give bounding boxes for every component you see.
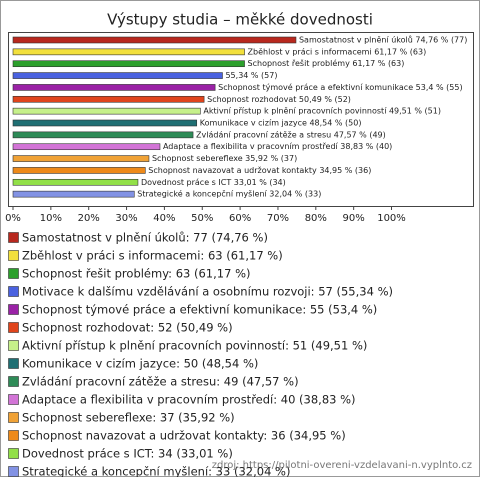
bar-label: Samostatnost v plnění úkolů 74,76 % (77) xyxy=(299,35,467,45)
bar-label: Schopnost navazovat a udržovat kontakty … xyxy=(148,166,371,175)
bar-label: Aktivní přístup k plnění pracovních povi… xyxy=(203,107,441,116)
legend-label: Strategické a koncepční myšlení: 33 (32,… xyxy=(22,465,290,477)
bar-label: Zběhlost v práci s informacemi 61,17 % (… xyxy=(248,47,427,56)
legend-swatch xyxy=(8,466,19,477)
legend-swatch xyxy=(8,412,19,423)
legend-swatch xyxy=(8,250,19,261)
legend-label: Zvládání pracovní zátěže a stresu: 49 (4… xyxy=(22,375,299,389)
bar-label: Schopnost řešit problémy 61,17 % (63) xyxy=(248,58,405,68)
bar xyxy=(12,178,139,186)
legend-label: Schopnost týmové práce a efektivní komun… xyxy=(22,303,377,317)
bar xyxy=(12,36,297,44)
legend-swatch xyxy=(8,304,19,315)
legend-swatch xyxy=(8,268,19,279)
x-tick-label: 10% xyxy=(40,213,62,224)
chart-title: Výstupy studia – měkké dovednosti xyxy=(107,11,373,29)
legend-label: Zběhlost v práci s informacemi: 63 (61,1… xyxy=(22,249,283,263)
bar xyxy=(12,167,146,174)
legend-label: Schopnost rozhodovat: 52 (50,49 %) xyxy=(22,321,233,335)
bar-label: Zvládání pracovní zátěže a stresu 47,57 … xyxy=(196,130,386,139)
x-tick-label: 40% xyxy=(153,213,175,224)
bar xyxy=(12,95,205,103)
legend-label: Samostatnost v plnění úkolů: 77 (74,76 %… xyxy=(22,231,268,245)
bar xyxy=(12,84,216,91)
x-tick-label: 90% xyxy=(343,213,365,224)
legend-label: Komunikace v cizím jazyce: 50 (48,54 %) xyxy=(22,357,258,371)
bar-label: Komunikace v cizím jazyce 48,54 % (50) xyxy=(200,119,362,128)
x-tick-label: 0% xyxy=(5,213,21,224)
bar-label: Schopnost týmové práce a efektivní komun… xyxy=(218,82,462,92)
bar-label: Schopnost sebereflexe 35,92 % (37) xyxy=(152,154,297,163)
legend-label: Aktivní přístup k plnění pracovních povi… xyxy=(22,339,367,353)
x-tick-label: 70% xyxy=(267,213,289,224)
bar xyxy=(12,48,245,56)
bar xyxy=(12,60,245,68)
x-tick-label: 80% xyxy=(305,213,327,224)
legend-label: Schopnost navazovat a udržovat kontakty:… xyxy=(22,429,346,443)
bar-label: Adaptace a flexibilita v pracovním prost… xyxy=(163,142,392,151)
legend-swatch xyxy=(8,430,19,441)
legend-swatch xyxy=(8,232,19,243)
x-tick-label: 100% xyxy=(377,213,406,224)
x-tick-label: 50% xyxy=(191,213,213,224)
legend-swatch xyxy=(8,286,19,297)
legend-label: Schopnost sebereflexe: 37 (35,92 %) xyxy=(22,411,235,425)
bar-label: 55,34 % (57) xyxy=(225,71,277,80)
bar xyxy=(12,143,161,151)
x-tick-label: 60% xyxy=(229,213,251,224)
bar xyxy=(12,107,201,115)
legend-label: Schopnost řešit problémy: 63 (61,17 %) xyxy=(22,267,250,281)
legend-swatch xyxy=(8,340,19,351)
bar xyxy=(12,131,194,139)
bar xyxy=(12,72,223,79)
legend-swatch xyxy=(8,358,19,369)
bar-label: Strategické a koncepční myšlení 32,04 % … xyxy=(137,189,321,199)
bar xyxy=(12,119,198,127)
bar xyxy=(12,155,150,162)
legend-label: Adaptace a flexibilita v pracovním prost… xyxy=(22,393,356,407)
x-tick-label: 30% xyxy=(115,213,137,224)
legend-swatch xyxy=(8,394,19,405)
x-tick-label: 20% xyxy=(78,213,100,224)
bar xyxy=(12,190,135,198)
legend-swatch xyxy=(8,322,19,333)
bar-label: Schopnost rozhodovat 50,49 % (52) xyxy=(207,95,351,104)
source: zdroj: https://pilotni-overeni-vzdelavan… xyxy=(212,460,472,471)
legend-swatch xyxy=(8,376,19,387)
legend-label: Motivace k dalšímu vzdělávání a osobnímu… xyxy=(22,285,393,299)
legend-swatch xyxy=(8,448,19,459)
legend-label: Dovednost práce s ICT: 34 (33,01 %) xyxy=(22,447,233,461)
bar-label: Dovednost práce s ICT 33,01 % (34) xyxy=(141,178,286,187)
